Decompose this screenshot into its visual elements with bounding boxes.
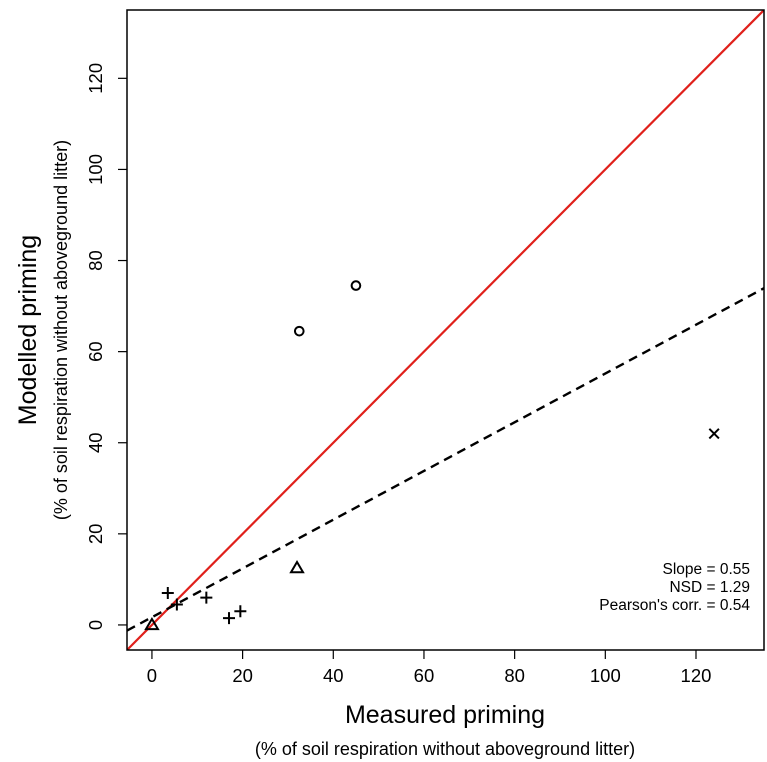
point-triangle — [144, 616, 160, 631]
y-tick-label: 60 — [85, 341, 106, 362]
y-tick-label: 40 — [85, 432, 106, 453]
x-tick-label: 80 — [504, 665, 525, 686]
point-plus — [200, 591, 213, 604]
annotation-nsd: NSD = 1.29 — [669, 579, 750, 596]
x-tick-label: 0 — [147, 665, 157, 686]
annotation-pearson: Pearson's corr. = 0.54 — [599, 597, 750, 614]
x-axis-title: Measured priming — [345, 701, 545, 729]
y-tick-label: 20 — [85, 524, 106, 545]
x-tick-label: 60 — [414, 665, 435, 686]
y-tick-label: 120 — [85, 63, 106, 94]
x-axis-subtitle: (% of soil respiration without abovegrou… — [255, 739, 635, 759]
point-circle — [350, 280, 362, 291]
x-tick-label: 40 — [323, 665, 344, 686]
y-tick-label: 0 — [85, 620, 106, 630]
y-axis-title: Modelled priming — [14, 235, 42, 425]
point-plus — [234, 605, 247, 618]
y-tick-label: 80 — [85, 250, 106, 271]
point-circle — [293, 325, 305, 337]
x-tick-label: 100 — [590, 665, 621, 686]
point-cross — [708, 428, 720, 440]
plot-frame — [126, 9, 765, 651]
point-triangle — [289, 560, 305, 574]
one-to-one-line — [127, 10, 764, 650]
point-plus — [223, 612, 236, 625]
y-tick-label: 100 — [85, 154, 106, 185]
x-tick-label: 120 — [681, 665, 712, 686]
y-axis-subtitle: (% of soil respiration without abovegrou… — [51, 140, 71, 520]
point-plus — [161, 587, 174, 600]
point-plus — [170, 598, 183, 611]
annotation-slope: Slope = 0.55 — [663, 561, 750, 578]
x-tick-label: 20 — [232, 665, 253, 686]
regression-line — [127, 287, 764, 632]
